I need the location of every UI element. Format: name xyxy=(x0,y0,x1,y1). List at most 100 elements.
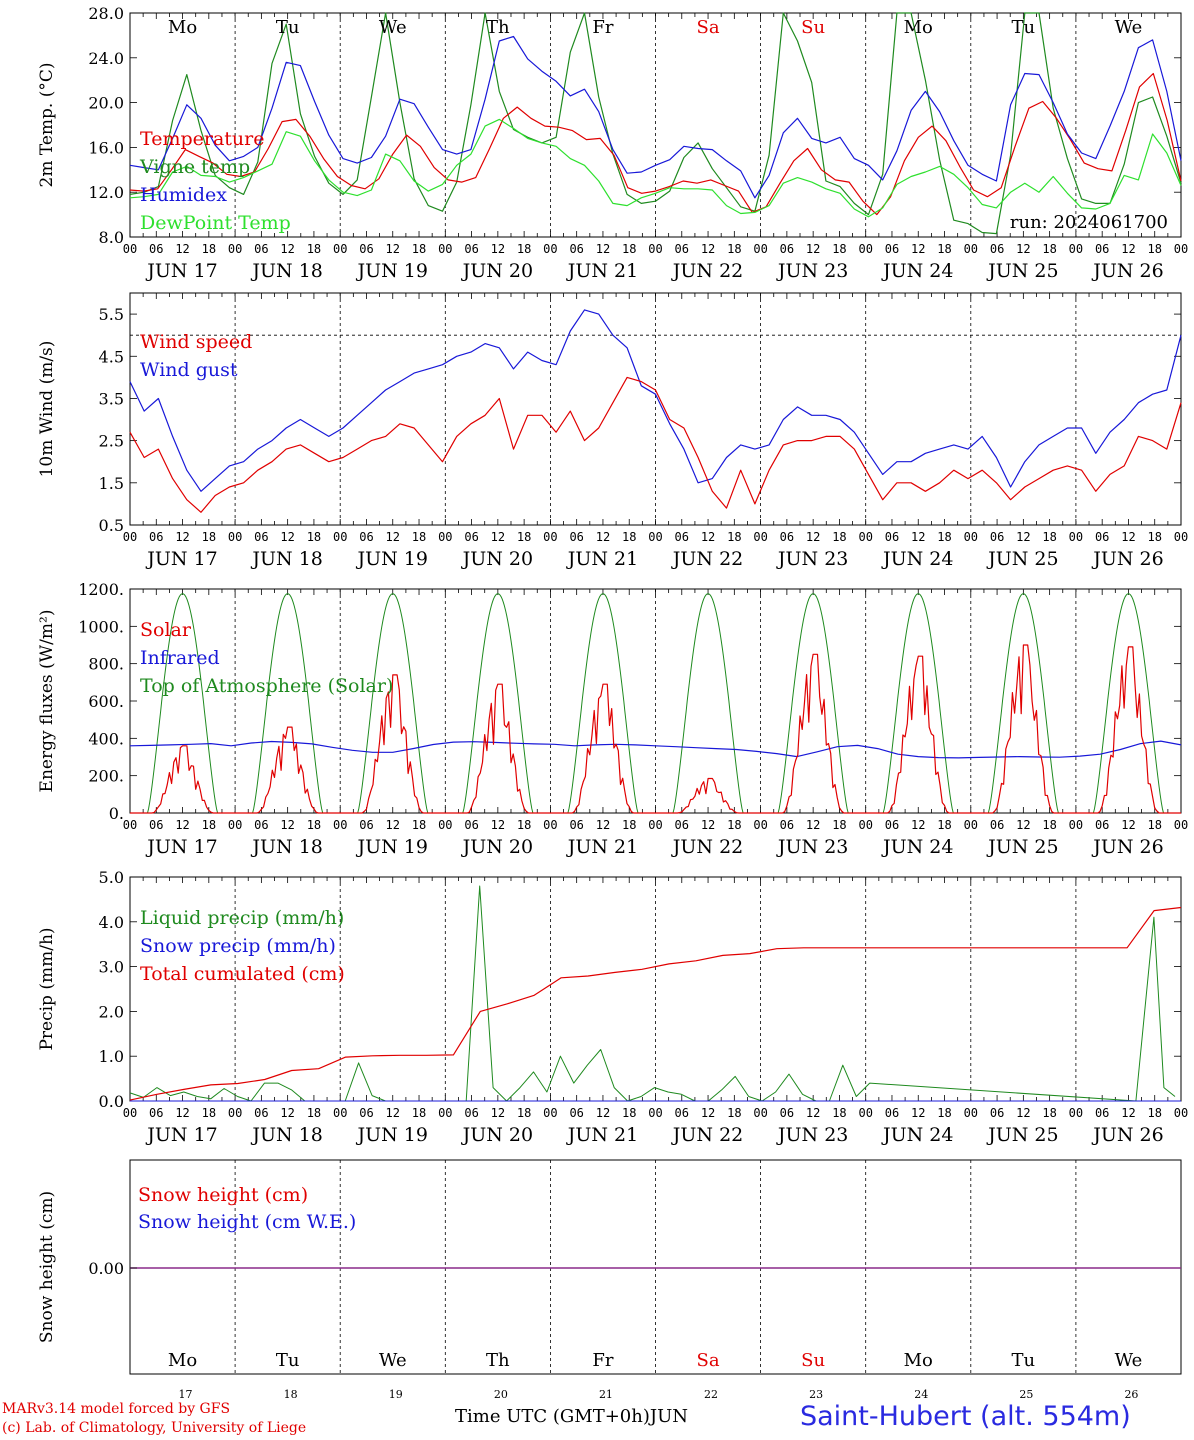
hour-tick-label: 18 xyxy=(202,1106,216,1120)
weekday-label: Tu xyxy=(1012,1350,1036,1371)
hour-tick-label: 18 xyxy=(622,818,636,832)
hour-tick-label: 00 xyxy=(543,530,557,544)
hour-tick-label: 12 xyxy=(596,530,610,544)
series-line xyxy=(129,12,1182,235)
day-label: JUN 25 xyxy=(986,260,1058,282)
hour-tick-label: 18 xyxy=(832,242,846,256)
hour-tick-label: 06 xyxy=(149,242,163,256)
hour-tick-label: 06 xyxy=(569,530,583,544)
hour-tick-label: 00 xyxy=(1174,530,1188,544)
day-number-label: 24 xyxy=(914,1388,928,1401)
hour-tick-label: 06 xyxy=(1095,242,1109,256)
y-tick-label: 400. xyxy=(88,729,124,748)
day-label: JUN 19 xyxy=(356,836,428,858)
hour-tick-label: 00 xyxy=(123,242,137,256)
day-label: JUN 25 xyxy=(986,1124,1058,1146)
hour-tick-label: 00 xyxy=(964,242,978,256)
day-label: JUN 20 xyxy=(461,260,533,282)
series-line xyxy=(129,118,1182,218)
y-tick-label: 8.0 xyxy=(99,228,124,247)
hour-tick-label: 00 xyxy=(438,242,452,256)
hour-tick-label: 06 xyxy=(569,818,583,832)
hour-tick-label: 18 xyxy=(517,530,531,544)
day-label: JUN 22 xyxy=(671,260,743,282)
y-tick-label: 3.0 xyxy=(99,958,124,977)
hour-tick-label: 06 xyxy=(990,242,1004,256)
month-label: JUN xyxy=(649,1406,689,1427)
legend-entry: DewPoint Temp xyxy=(140,212,291,234)
hour-tick-label: 06 xyxy=(254,242,268,256)
day-number-label: 22 xyxy=(704,1388,718,1401)
day-number-label: 25 xyxy=(1019,1388,1033,1401)
hour-tick-label: 12 xyxy=(1016,530,1030,544)
hour-tick-label: 18 xyxy=(412,242,426,256)
weekday-label: Su xyxy=(801,17,825,38)
hour-tick-label: 00 xyxy=(648,818,662,832)
day-number-label: 21 xyxy=(599,1388,613,1401)
series-line xyxy=(129,35,1182,199)
day-label: JUN 21 xyxy=(566,836,638,858)
series-line xyxy=(129,376,1182,513)
weekday-label: Tu xyxy=(1012,17,1036,38)
hour-tick-label: 12 xyxy=(701,530,715,544)
hour-tick-label: 06 xyxy=(359,818,373,832)
y-tick-label: 16.0 xyxy=(88,138,124,157)
hour-tick-label: 18 xyxy=(937,530,951,544)
weekday-label: Tu xyxy=(276,1350,300,1371)
hour-tick-label: 06 xyxy=(569,242,583,256)
model-credit: MARv3.14 model forced by GFS xyxy=(2,1401,231,1417)
day-label: JUN 24 xyxy=(881,548,953,570)
hour-tick-label: 06 xyxy=(1095,818,1109,832)
hour-tick-label: 00 xyxy=(648,242,662,256)
hour-tick-label: 18 xyxy=(832,1106,846,1120)
day-label: JUN 17 xyxy=(145,836,217,858)
legend-entry: Humidex xyxy=(140,184,227,206)
hour-tick-label: 06 xyxy=(675,818,689,832)
hour-tick-label: 00 xyxy=(123,818,137,832)
day-label: JUN 25 xyxy=(986,548,1058,570)
hour-tick-label: 06 xyxy=(464,242,478,256)
hour-tick-label: 00 xyxy=(438,818,452,832)
hour-tick-label: 00 xyxy=(753,242,767,256)
day-label: JUN 18 xyxy=(250,836,322,858)
hour-tick-label: 12 xyxy=(386,242,400,256)
weekday-label: Mo xyxy=(904,17,933,38)
x-axis-title: Time UTC (GMT+0h)JUN xyxy=(455,1406,688,1427)
hour-tick-label: 12 xyxy=(491,242,505,256)
hour-tick-label: 12 xyxy=(491,818,505,832)
hour-tick-label: 06 xyxy=(254,530,268,544)
hour-tick-label: 06 xyxy=(254,818,268,832)
day-label: JUN 26 xyxy=(1091,836,1163,858)
hour-tick-label: 06 xyxy=(464,818,478,832)
y-tick-label: 5.0 xyxy=(99,868,124,887)
hour-tick-label: 00 xyxy=(858,1106,872,1120)
legend-entry: Snow height (cm) xyxy=(138,1184,308,1206)
y-tick-label: 1200. xyxy=(78,580,124,599)
day-label: JUN 26 xyxy=(1091,548,1163,570)
hour-tick-label: 00 xyxy=(333,1106,347,1120)
hour-tick-label: 00 xyxy=(858,242,872,256)
weekday-label: We xyxy=(1115,1350,1143,1371)
hour-tick-label: 12 xyxy=(701,818,715,832)
hour-tick-label: 12 xyxy=(1016,818,1030,832)
legend-entry: Wind speed xyxy=(140,331,252,353)
hour-tick-label: 12 xyxy=(1016,1106,1030,1120)
series-line xyxy=(129,72,1182,216)
hour-tick-label: 12 xyxy=(280,1106,294,1120)
hour-tick-label: 12 xyxy=(596,1106,610,1120)
day-number-label: 19 xyxy=(389,1388,403,1401)
hour-tick-label: 00 xyxy=(1069,242,1083,256)
y-tick-label: 20.0 xyxy=(88,94,124,113)
day-label: JUN 24 xyxy=(881,260,953,282)
hour-tick-label: 06 xyxy=(675,1106,689,1120)
day-label: JUN 21 xyxy=(566,1124,638,1146)
series-line xyxy=(129,906,1182,1101)
hour-tick-label: 12 xyxy=(911,818,925,832)
hour-tick-label: 12 xyxy=(386,1106,400,1120)
y-tick-label: 24.0 xyxy=(88,49,124,68)
hour-tick-label: 18 xyxy=(937,818,951,832)
weekday-label: Mo xyxy=(168,1350,197,1371)
hour-tick-label: 06 xyxy=(990,530,1004,544)
hour-tick-label: 06 xyxy=(569,1106,583,1120)
